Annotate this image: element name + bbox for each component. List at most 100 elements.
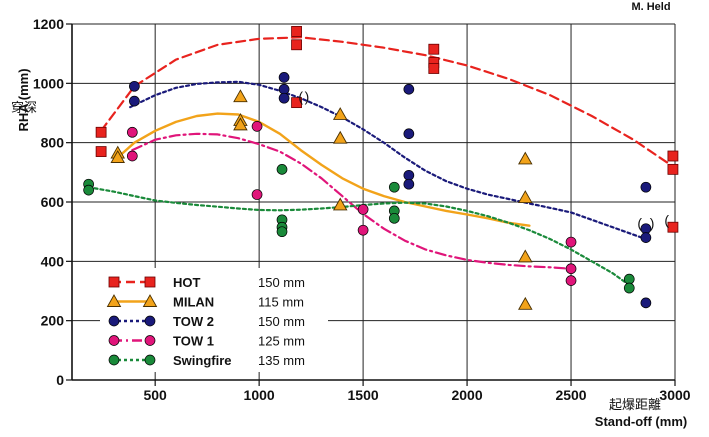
curve-hot: [100, 36, 674, 168]
point-hot-8: [667, 150, 679, 162]
point-tow-2-9: [640, 181, 652, 193]
point-tow-2-11: [640, 232, 652, 243]
point-swingfire-9: [623, 273, 635, 285]
point-milan-1: [110, 150, 126, 163]
point-tow-1-3: [251, 189, 263, 200]
annotation-2: (: [664, 212, 669, 228]
point-tow-2-12: [640, 297, 652, 309]
legend-label-hot: HOT: [173, 275, 201, 290]
annotation-4: ): [650, 215, 655, 231]
point-tow-2-1: [129, 95, 140, 107]
point-tow-1-6: [565, 236, 577, 248]
y-axis-label-cn: 穿深: [11, 100, 37, 116]
point-milan-2: [233, 89, 248, 103]
point-hot-9: [667, 163, 679, 175]
point-milan-7: [332, 197, 348, 211]
point-tow-2-8: [403, 178, 415, 190]
legend-caliber-swingfire: 135 mm: [258, 353, 305, 368]
point-tow-2-5: [403, 83, 415, 95]
legend-marker-end-tow-1: [144, 335, 156, 346]
point-tow-1-0: [126, 126, 138, 138]
annotation-3: (: [637, 215, 642, 231]
tick-labels: 500 1000 1500 2000 2500 3000 0 200 400 600 800 1000…: [33, 16, 691, 403]
point-milan-6: [332, 130, 348, 144]
point-hot-7: [428, 63, 440, 74]
point-swingfire-8: [388, 212, 400, 224]
y-tick-label-800: 800: [41, 135, 65, 151]
y-axis-label: RHA (mm): [16, 68, 31, 131]
point-milan-8: [518, 151, 533, 165]
legend-marker-start-swingfire: [108, 354, 120, 366]
x-tick-label-2000: 2000: [451, 387, 482, 403]
legend-caliber-tow-2: 150 mm: [258, 314, 305, 329]
point-tow-2-2: [278, 72, 290, 83]
point-swingfire-2: [276, 164, 288, 175]
point-hot-5: [428, 43, 440, 55]
curve-milan: [116, 112, 531, 227]
x-tick-label-3000: 3000: [659, 387, 690, 403]
legend-marker-end-hot: [144, 276, 156, 288]
point-tow-1-7: [565, 263, 577, 275]
annotation-1: ): [305, 89, 310, 105]
series-curves: [87, 36, 674, 287]
point-milan-4: [233, 117, 248, 131]
point-tow-2-3: [278, 83, 290, 95]
legend: HOT 150 mm MILAN 115 mm TOW 2 150 mm TOW 1 125 …: [106, 275, 305, 368]
point-hot-2: [291, 26, 302, 37]
legend-label-swingfire: Swingfire: [173, 353, 232, 368]
curve-tow-1: [131, 132, 573, 270]
curve-tow-2: [129, 80, 647, 241]
x-axis-label: Stand-off (mm): [595, 414, 687, 429]
point-tow-2-6: [403, 128, 415, 140]
legend-label-tow-1: TOW 1: [173, 334, 214, 349]
point-tow-1-2: [251, 120, 263, 132]
x-tick-label-2500: 2500: [555, 387, 586, 403]
x-tick-label-1500: 1500: [348, 387, 379, 403]
point-hot-4: [291, 97, 302, 109]
point-tow-2-4: [278, 92, 290, 104]
legend-marker-end-swingfire: [144, 354, 156, 366]
legend-label-milan: MILAN: [173, 295, 214, 310]
legend-caliber-milan: 115 mm: [258, 295, 304, 310]
x-tick-label-1000: 1000: [244, 387, 275, 403]
legend-marker-start-tow-2: [108, 315, 120, 327]
point-milan-10: [518, 249, 533, 263]
point-hot-10: [667, 221, 679, 233]
point-hot-1: [95, 146, 107, 157]
point-swingfire-5: [276, 226, 288, 238]
legend-caliber-hot: 150 mm: [258, 275, 305, 290]
y-tick-label-1200: 1200: [33, 16, 64, 32]
legend-marker-start-hot: [108, 276, 120, 288]
point-tow-2-7: [403, 169, 415, 181]
point-hot-3: [291, 39, 302, 51]
point-tow-2-0: [129, 80, 140, 92]
legend-marker-end-tow-2: [144, 315, 156, 327]
point-tow-1-4: [357, 204, 369, 215]
point-tow-1-8: [565, 275, 577, 286]
axes: [66, 23, 676, 386]
point-tow-1-5: [357, 224, 369, 236]
point-swingfire-10: [623, 282, 635, 294]
series-points: [83, 26, 679, 310]
legend-marker-start-milan: [106, 294, 122, 307]
legend-marker-end-milan: [142, 294, 158, 307]
point-milan-11: [518, 296, 533, 310]
point-milan-5: [332, 107, 348, 120]
point-swingfire-1: [83, 184, 94, 196]
y-tick-label-200: 200: [41, 313, 65, 329]
annotations: ()((): [298, 89, 669, 231]
author-credit: M. Held: [631, 1, 670, 13]
legend-marker-start-tow-1: [108, 335, 120, 346]
y-tick-label-0: 0: [56, 372, 64, 388]
annotation-0: (: [298, 89, 303, 105]
x-axis-label-cn: 起爆距離: [609, 398, 661, 413]
y-tick-label-400: 400: [41, 253, 65, 269]
legend-label-tow-2: TOW 2: [173, 314, 214, 329]
legend-caliber-tow-1: 125 mm: [258, 334, 305, 349]
point-swingfire-6: [388, 181, 400, 193]
point-milan-9: [518, 190, 533, 204]
point-hot-0: [95, 126, 107, 138]
point-tow-1-1: [126, 150, 138, 162]
x-tick-label-500: 500: [143, 387, 167, 403]
